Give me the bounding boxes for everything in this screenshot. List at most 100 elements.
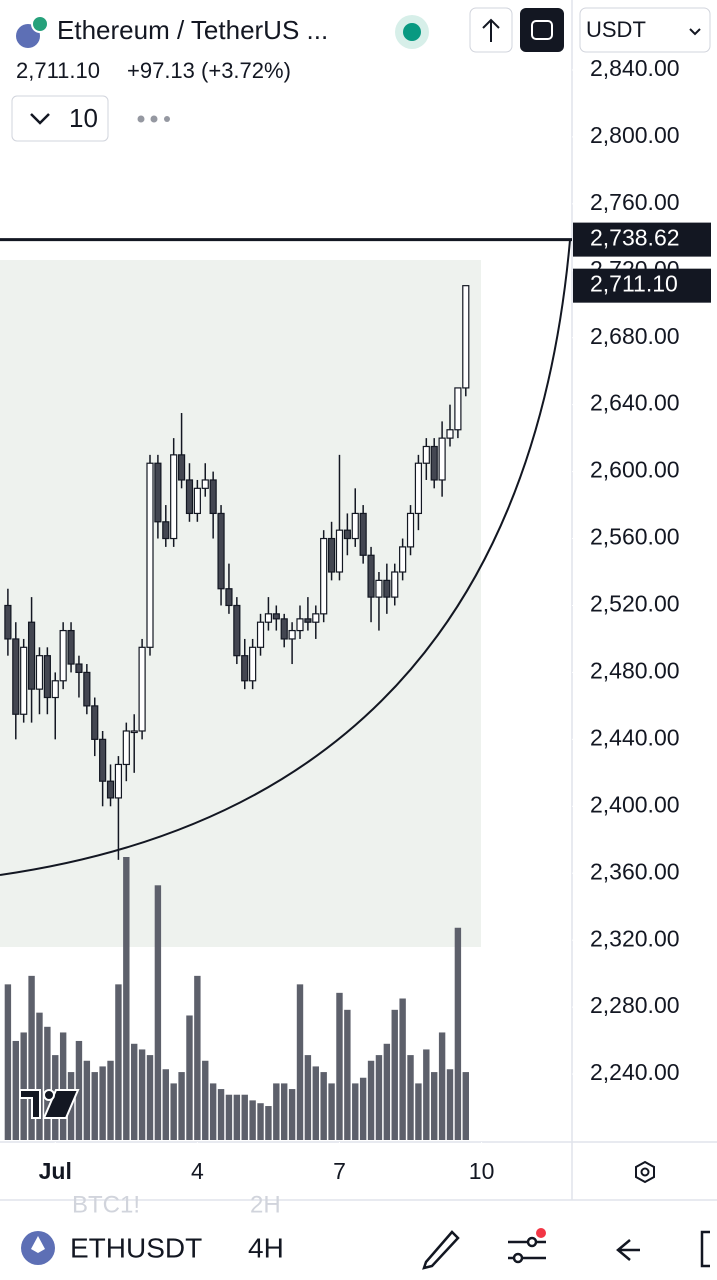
volume-bar: [273, 1083, 280, 1140]
volume-bar: [344, 1009, 351, 1140]
candle-body: [225, 588, 233, 607]
drawn-rectangle: [0, 260, 481, 947]
volume-bar: [312, 1066, 319, 1140]
volume-bar: [249, 1100, 256, 1140]
volume-bar: [367, 1060, 375, 1140]
x-tick-label: 4: [191, 1158, 204, 1184]
ghost-symbol: BTC1!: [72, 1191, 140, 1218]
status-dot: [403, 23, 421, 41]
y-tick-label: 2,280.00: [590, 992, 680, 1018]
undo-icon[interactable]: [616, 1239, 640, 1261]
candle-body: [185, 479, 194, 515]
volume-bar: [138, 1049, 146, 1140]
candle-body: [438, 437, 446, 481]
candle-body: [343, 529, 351, 540]
volume-bar: [375, 1055, 383, 1140]
volume-bar: [359, 1077, 367, 1140]
volume-bar: [281, 1083, 288, 1140]
candle-body: [327, 537, 336, 573]
interval[interactable]: 4H: [248, 1232, 284, 1263]
y-tick-label: 2,480.00: [590, 657, 680, 683]
candle-body: [106, 780, 115, 799]
currency-select[interactable]: [579, 7, 711, 53]
volume-bar: [202, 1060, 209, 1140]
volume-bar: [44, 1026, 51, 1140]
candle-body: [162, 521, 170, 540]
candle-body: [35, 655, 44, 690]
candle-body: [446, 429, 454, 439]
volume-bar: [194, 975, 201, 1140]
candle-body: [51, 680, 59, 699]
fullscreen-icon: [531, 20, 553, 40]
last-price-label: 2,711.10: [590, 271, 678, 297]
candle-body: [99, 738, 107, 782]
more-dots[interactable]: [137, 115, 171, 123]
candle-body: [430, 445, 438, 481]
volume-bar: [99, 1066, 106, 1140]
volume-bar: [265, 1106, 272, 1140]
volume-bar: [462, 1072, 469, 1140]
symbol-title[interactable]: Ethereum / TetherUS ...: [57, 15, 328, 45]
volume-bar: [28, 975, 35, 1140]
candle-body: [351, 512, 359, 540]
volume-bar: [75, 1040, 83, 1140]
volume-bar: [304, 1055, 312, 1140]
volume-bar: [383, 1043, 391, 1140]
volume-bar: [107, 1060, 114, 1140]
volume-bar: [352, 1083, 359, 1140]
volume-bar: [454, 927, 462, 1140]
candle-body: [12, 638, 20, 715]
drawn-arc: [0, 239, 571, 876]
volume-bar: [423, 1049, 430, 1140]
price-change: +97.13 (+3.72%): [127, 58, 291, 83]
candle-body: [209, 479, 217, 515]
volume-bar: [170, 1083, 177, 1140]
volume-bar: [257, 1103, 264, 1140]
y-tick-label: 2,640.00: [590, 390, 680, 416]
candle-body: [359, 512, 367, 556]
volume-bar: [20, 1032, 27, 1140]
currency-label: USDT: [586, 17, 646, 42]
candle-body: [59, 629, 67, 682]
more-icon[interactable]: [700, 1230, 710, 1268]
volume-bar: [399, 998, 406, 1140]
draw-icon[interactable]: [422, 1230, 460, 1270]
y-tick-label: 2,600.00: [590, 457, 680, 483]
volume-bar: [446, 1069, 454, 1140]
candle-body: [256, 621, 265, 648]
volume-bar: [241, 1094, 248, 1140]
symbol[interactable]: ETHUSDT: [70, 1232, 202, 1263]
indicator-icon[interactable]: [508, 1236, 546, 1264]
candle-body: [367, 554, 375, 598]
candle-body: [383, 579, 391, 598]
settings-icon-center: [640, 1167, 650, 1177]
candle-body: [375, 579, 383, 598]
volume-bar: [225, 1094, 233, 1140]
candle-body: [217, 512, 225, 590]
volume-bar: [336, 992, 343, 1140]
chevron: [689, 28, 701, 36]
candle-body: [304, 618, 312, 623]
volume-bar: [115, 984, 122, 1140]
fullscreen-button[interactable]: [520, 8, 564, 52]
tradingview-logo: [19, 1089, 80, 1119]
candle-body: [391, 571, 399, 598]
volume-bar: [217, 1089, 225, 1140]
volume-bar: [438, 1032, 446, 1140]
candle-body: [241, 655, 249, 682]
candle-body: [406, 512, 415, 548]
candle-body: [83, 671, 91, 707]
usdt-icon: [31, 15, 49, 33]
volume-bar: [146, 1055, 154, 1140]
indicators-toggle[interactable]: [11, 95, 109, 142]
volume-bar: [391, 1009, 398, 1140]
volume-bar: [407, 1055, 414, 1140]
settings-icon[interactable]: [635, 1160, 655, 1184]
hline-label: 2,738.62: [590, 225, 680, 251]
volume-bar: [296, 984, 304, 1140]
volume-bar: [162, 1069, 169, 1140]
candle-body: [249, 646, 257, 682]
volume-bar: [328, 1083, 335, 1140]
candle-body: [233, 604, 241, 657]
up-arrow-icon: [482, 18, 500, 42]
